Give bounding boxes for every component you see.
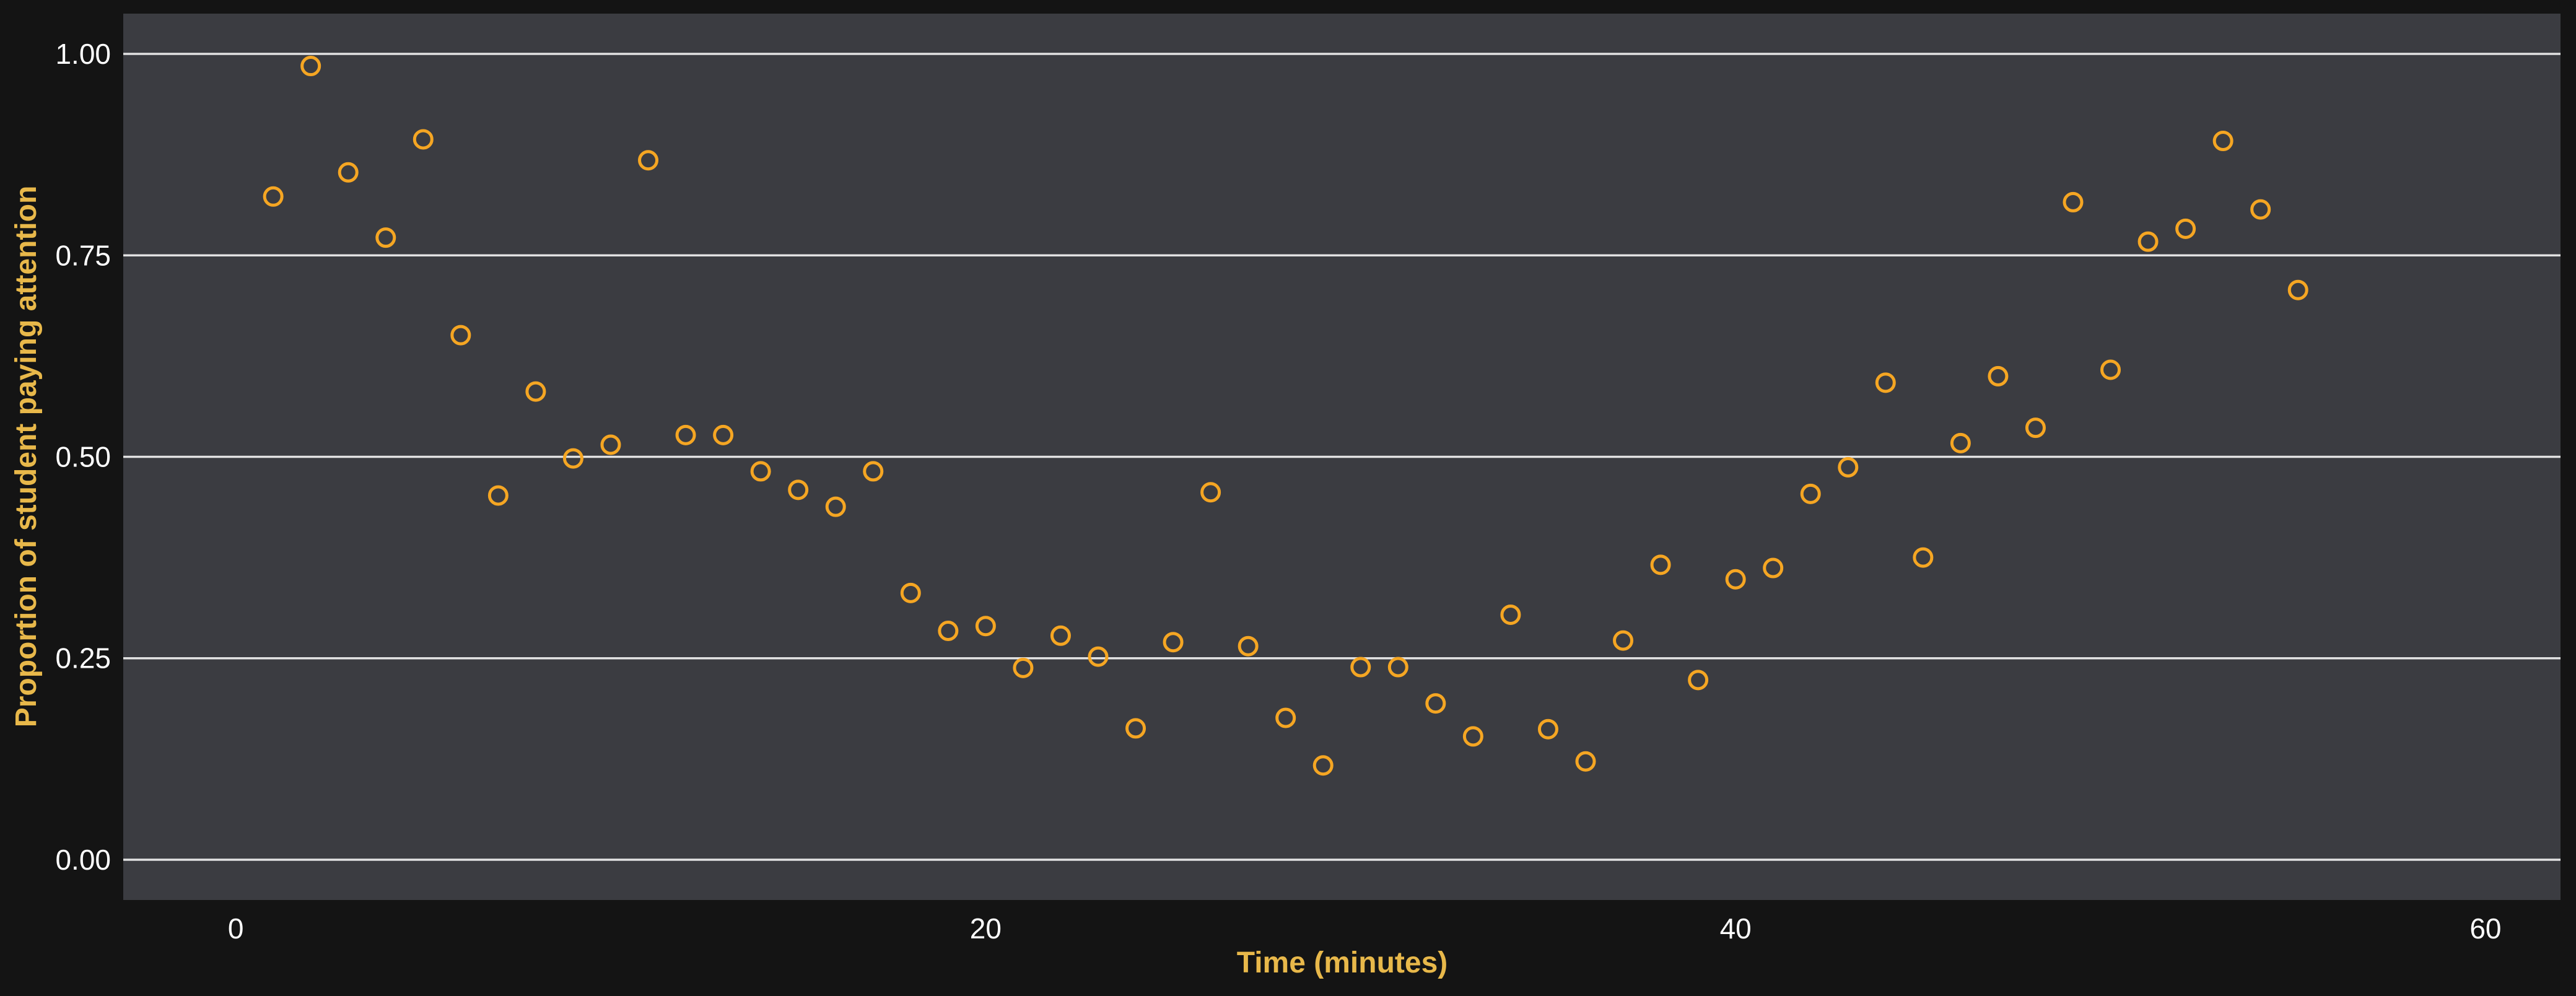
data-point [1163,632,1184,653]
data-point [1013,657,1034,678]
data-point [2250,199,2271,220]
data-point [450,325,471,346]
data-point [1088,646,1109,667]
data-point [375,227,396,248]
gridlines [123,53,2561,861]
data-point [2100,359,2121,380]
data-point [1950,432,1971,453]
data-point [2063,191,2084,212]
data-point [338,162,359,183]
data-point [1800,483,1821,504]
data-point [863,461,884,482]
data-point [1200,482,1221,503]
data-point [2287,279,2308,300]
data-point [600,434,621,455]
data-point [2175,218,2196,239]
data-point [1725,569,1746,590]
x-tick-label: 60 [2469,912,2501,945]
data-point [2137,231,2159,252]
data-point [2025,417,2046,439]
data-point [413,129,434,150]
data-point [300,56,321,77]
y-tick-label: 0.50 [55,441,111,473]
data-point [900,582,921,603]
data-point [1500,604,1521,625]
data-point [1050,625,1071,646]
x-tick-label: 20 [970,912,1002,945]
y-axis-title: Proportion of student paying attention [10,186,43,728]
data-point [1988,365,2009,387]
data-point [1125,718,1146,739]
data-point [1913,547,1934,568]
data-point [1275,707,1296,728]
data-point [825,496,846,517]
data-point [525,381,546,402]
y-tick-label: 0.75 [55,239,111,271]
data-point [1425,693,1446,714]
x-axis-title: Time (minutes) [1237,946,1448,979]
data-point [1387,657,1408,678]
data-point [1312,755,1334,776]
data-points [263,56,2308,776]
data-point [263,186,284,207]
data-point [2212,131,2233,152]
data-point [1350,657,1371,678]
data-point [788,479,809,500]
data-point [975,616,996,637]
data-point [1650,554,1671,575]
data-point [938,620,959,641]
y-tick-label: 0.25 [55,642,111,675]
data-point [1537,719,1558,740]
data-point [1462,726,1483,747]
data-point [1763,557,1784,579]
data-point [1238,636,1259,657]
y-tick-label: 1.00 [55,38,111,70]
data-point [713,424,734,445]
data-point [638,150,659,171]
data-point [1575,751,1596,772]
data-point [1838,456,1859,478]
x-axis-ticks: 0 20 40 60 [228,912,2502,945]
y-axis-ticks: 0.00 0.25 0.50 0.75 1.00 [55,38,111,876]
x-tick-label: 0 [228,912,244,945]
y-tick-label: 0.00 [55,844,111,876]
data-point [487,485,509,506]
data-point [1875,372,1896,393]
data-point [675,424,696,445]
x-tick-label: 40 [1720,912,1752,945]
data-point [562,448,583,469]
data-point [750,461,771,482]
data-point [1688,670,1709,691]
data-point [1613,630,1634,651]
